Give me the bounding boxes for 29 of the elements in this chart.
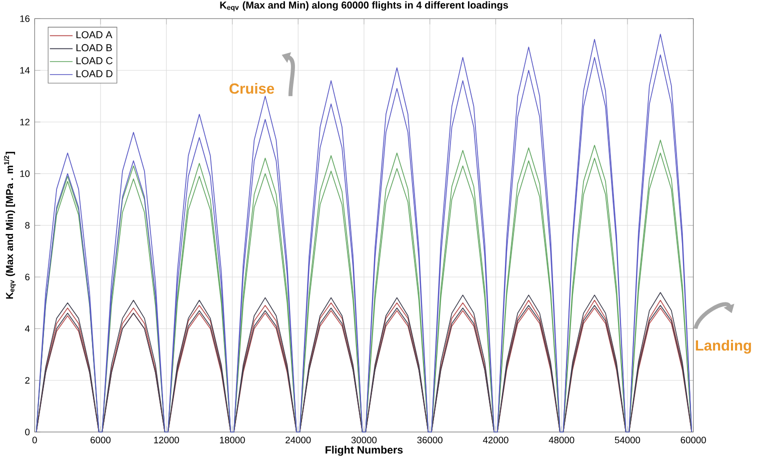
x-tick-label: 60000 xyxy=(680,436,706,444)
y-tick-label: 8 xyxy=(25,222,30,229)
legend-label: LOAD B xyxy=(76,44,112,52)
y-tick-label: 6 xyxy=(25,274,30,280)
y-tick-label: 0 xyxy=(25,428,30,436)
x-tick-label: 42000 xyxy=(482,436,508,444)
y-tick-label: 12 xyxy=(20,118,30,126)
y-tick-label: 14 xyxy=(20,67,30,74)
text: Landing xyxy=(696,340,751,354)
x-tick-label: 30000 xyxy=(351,436,377,444)
x-tick-label: 48000 xyxy=(548,436,574,444)
x-tick-label: 0 xyxy=(32,436,37,444)
y-tick-label: 10 xyxy=(20,170,30,177)
x-tick-label: 24000 xyxy=(286,436,311,444)
x-tick-label: 18000 xyxy=(220,436,245,444)
y-tick-label: 2 xyxy=(25,377,30,384)
legend-label: LOAD A xyxy=(76,31,112,38)
y-tick-label: 4 xyxy=(24,325,30,332)
y-tick-label: 16 xyxy=(20,15,30,22)
y-axis-title: K$_{eqv}$ (Max and Min) [MPa . m$^{1/2}$] xyxy=(4,152,16,299)
x-tick-label: 12000 xyxy=(154,436,180,444)
legend-label: LOAD D xyxy=(76,70,112,78)
annotation: Cruise xyxy=(230,83,274,94)
x-tick-label: 6000 xyxy=(90,436,111,444)
x-tick-label: 54000 xyxy=(614,436,640,444)
x-tick-label: 36000 xyxy=(417,436,442,444)
chart-title: K$_{eqv}$ (Max and Min) along 60000 flights in 4 different loadings xyxy=(220,1,508,12)
legend-label: LOAD C xyxy=(76,57,113,64)
x-axis-title: Flight Numbers xyxy=(326,446,403,456)
